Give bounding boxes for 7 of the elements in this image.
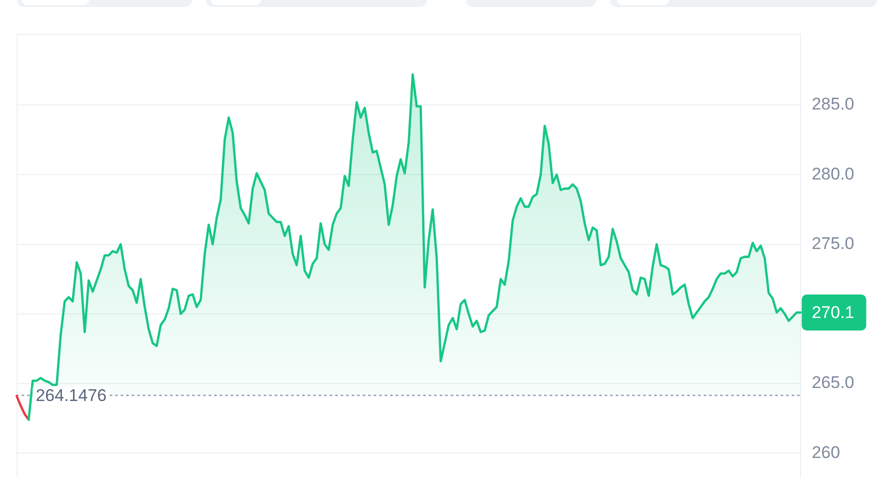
ref-line-label: 264.1476: [36, 386, 107, 406]
y-tick-label: 260: [812, 442, 840, 462]
text: 270.1: [812, 303, 854, 322]
y-tick-label: 280.0: [812, 164, 854, 184]
y-tick-label: 285.0: [812, 94, 854, 114]
y-tick-label: 275.0: [812, 234, 854, 253]
y-tick-label: 265.0: [812, 373, 854, 392]
